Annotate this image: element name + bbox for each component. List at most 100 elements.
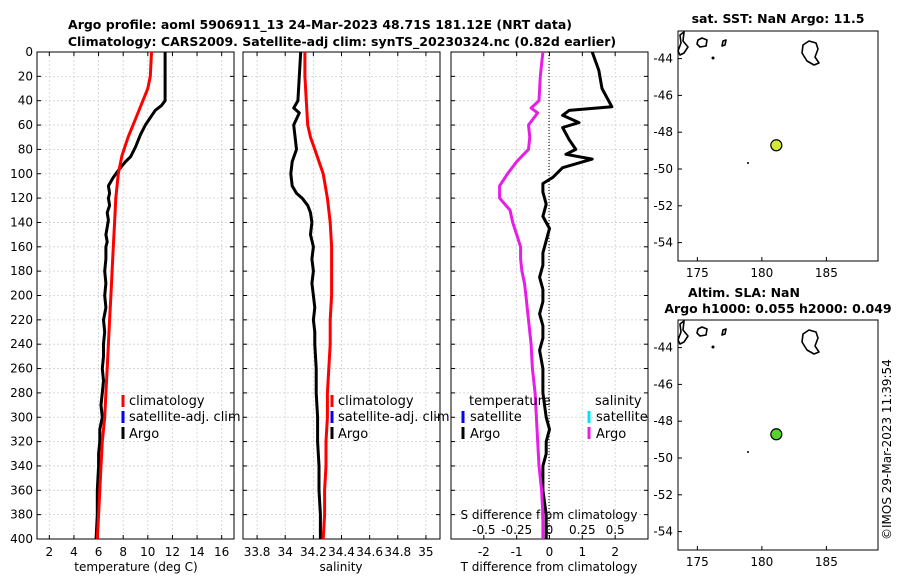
argo-salinity-difference-line: [498, 51, 545, 539]
islet-dot: [747, 162, 749, 164]
islet-dot: [747, 451, 749, 453]
lat-tick-label: -44: [653, 341, 673, 355]
x-tick-label: 33.8: [244, 545, 271, 559]
sla-map-argo-marker: [770, 428, 783, 441]
salinity-xlabel: salinity: [319, 560, 362, 574]
sla-map-subtitle: Argo h1000: 0.055 h2000: 0.049: [664, 301, 891, 316]
salinity-lines: [289, 51, 334, 540]
lon-tick-label: 185: [815, 555, 838, 569]
x-tick-label: 34.8: [384, 545, 411, 559]
temperature-tick-labels: 2 4 6 8 10 12 14 16: [45, 545, 229, 559]
x-tick-label: 35: [418, 545, 433, 559]
coastline-shape: [677, 31, 689, 56]
coastline-shape: [801, 40, 820, 66]
sst-map-tick-labels: -44 -46 -48 -50 -52 -54 175 180 185: [653, 52, 837, 280]
t-difference-tick-labels: -2 -1 0 1 2: [478, 545, 619, 559]
sla-map-title: Altim. SLA: NaN: [688, 285, 800, 300]
depth-tick-label: 240: [10, 337, 33, 351]
x-tick-label: 2: [611, 545, 619, 559]
difference-lines: [498, 51, 614, 539]
argo-position-marker: [770, 428, 783, 441]
s-diff-tick-label: 0.5: [606, 523, 625, 537]
coastline-shape: [721, 39, 727, 47]
depth-tick-label: 0: [25, 45, 33, 59]
lat-tick-label: -54: [653, 236, 673, 250]
x-tick-label: 10: [140, 545, 155, 559]
coastline-shape: [696, 37, 708, 48]
legend-climatology-label: climatology: [338, 394, 414, 409]
x-tick-label: 12: [165, 545, 180, 559]
depth-tick-label: 40: [18, 94, 33, 108]
sst-map-title: sat. SST: NaN Argo: 11.5: [692, 11, 865, 26]
temperature-grid: [37, 51, 234, 540]
salinity-panel: 33.8 34 34.2 34.4 34.6 34.8 35 salinity climat…: [242, 51, 450, 574]
legend-salinity-title: salinity: [595, 394, 642, 409]
climatology-line: [95, 51, 153, 540]
depth-tick-label: 260: [10, 362, 33, 376]
x-tick-label: 1: [579, 545, 587, 559]
legend-argo-label: Argo: [129, 427, 159, 442]
x-tick-label: 2: [45, 545, 53, 559]
climatology-line: [303, 52, 334, 540]
legend-t-satellite-label: satellite: [470, 410, 522, 425]
coastline-shape: [677, 320, 689, 345]
sla-map-panel: Altim. SLA: NaN Argo h1000: 0.055 h2000:…: [653, 285, 891, 569]
depth-tick-labels: 0 20 40 60 80 100 120 140 160 180 200 220 240 260 280 3…: [10, 45, 33, 546]
coastline-shape: [721, 328, 727, 336]
coastline-shape: [696, 326, 708, 337]
lon-tick-label: 175: [686, 266, 709, 280]
legend-climatology-label: climatology: [129, 394, 205, 409]
depth-tick-label: 220: [10, 313, 33, 327]
argo-position-marker: [770, 139, 783, 152]
temperature-legend: climatology satellite-adj. clim Argo: [121, 394, 241, 442]
lat-tick-label: -46: [653, 377, 673, 391]
depth-tick-label: 160: [10, 240, 33, 254]
lon-tick-label: 185: [815, 266, 838, 280]
difference-legend: temperature satellite Argo salinity sate…: [461, 394, 648, 442]
depth-tick-label: 340: [10, 459, 33, 473]
lat-tick-label: -52: [653, 199, 673, 213]
x-tick-label: 16: [214, 545, 229, 559]
argo-line: [289, 51, 322, 539]
depth-tick-label: 400: [10, 532, 33, 546]
legend-t-argo-label: Argo: [470, 427, 500, 442]
legend-temperature-title: temperature: [469, 394, 551, 409]
argo-temperature-difference-line: [538, 51, 614, 539]
legend-satellite-clim-label: satellite-adj. clim: [338, 410, 450, 425]
salinity-tick-labels: 33.8 34 34.2 34.4 34.6 34.8 35: [244, 545, 434, 559]
x-tick-label: 0: [546, 545, 554, 559]
s-difference-tick-labels: -0.5 -0.25 0 0.25 0.5: [472, 523, 625, 537]
temperature-xlabel: temperature (deg C): [74, 560, 197, 574]
x-tick-label: 6: [95, 545, 103, 559]
depth-tick-label: 320: [10, 435, 33, 449]
sla-map-frame: [677, 319, 879, 551]
lat-tick-label: -50: [653, 162, 673, 176]
x-tick-label: 8: [119, 545, 127, 559]
depth-tick-label: 140: [10, 215, 33, 229]
sst-map-frame: [677, 30, 879, 262]
depth-tick-label: 280: [10, 386, 33, 400]
figure-title-line2: Climatology: CARS2009. Satellite-adj cli…: [68, 34, 616, 50]
sla-map-tick-labels: -44 -46 -48 -50 -52 -54 175 180 185: [653, 341, 837, 569]
x-tick-label: 34: [278, 545, 293, 559]
temperature-panel: 0 20 40 60 80 100 120 140 160 180 200 220 240 260 280 3…: [10, 45, 241, 574]
depth-tick-label: 200: [10, 289, 33, 303]
depth-tick-label: 360: [10, 483, 33, 497]
lat-tick-label: -52: [653, 488, 673, 502]
legend-s-argo-label: Argo: [596, 427, 626, 442]
depth-tick-label: 120: [10, 191, 33, 205]
depth-tick-label: 60: [18, 118, 33, 132]
x-tick-label: 14: [189, 545, 204, 559]
figure-title-line1: Argo profile: aoml 5906911_13 24-Mar-202…: [68, 17, 572, 33]
depth-tick-label: 180: [10, 264, 33, 278]
x-tick-label: 34.4: [328, 545, 355, 559]
temperature-axes-box: [36, 51, 235, 540]
depth-tick-label: 100: [10, 167, 33, 181]
temperature-lines: [94, 51, 167, 540]
s-difference-label: S difference from climatology: [461, 508, 638, 522]
lat-tick-label: -54: [653, 525, 673, 539]
s-diff-tick-label: 0: [546, 523, 554, 537]
lat-tick-label: -48: [653, 125, 673, 139]
lon-tick-label: 175: [686, 555, 709, 569]
salinity-grid: [243, 51, 440, 540]
